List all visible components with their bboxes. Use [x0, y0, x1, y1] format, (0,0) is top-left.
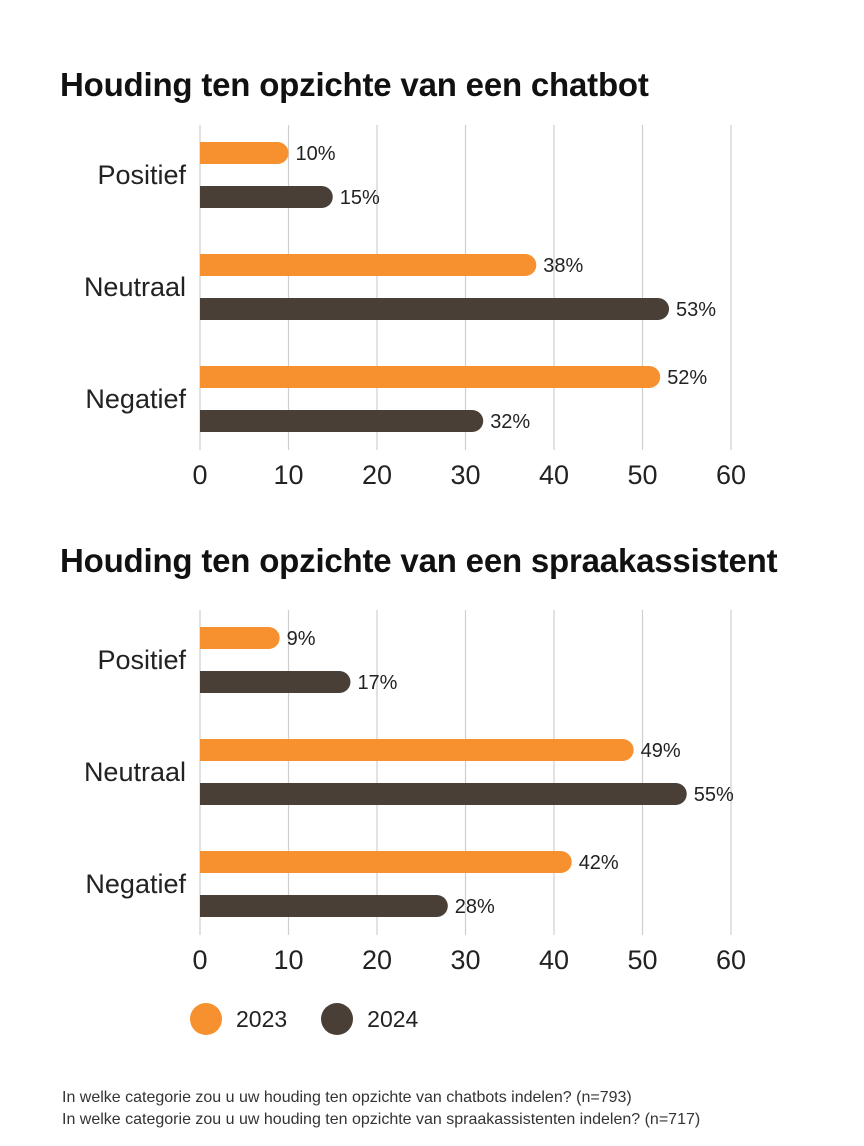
- bar-cap: [200, 783, 211, 805]
- x-tick-label: 20: [362, 945, 392, 975]
- legend-swatch-2024: [321, 1003, 354, 1035]
- x-tick-label: 40: [539, 460, 569, 490]
- bar-cap: [200, 671, 211, 693]
- chart-title-spraakassistent: Houding ten opzichte van een spraakassis…: [60, 542, 778, 579]
- bar-cap: [200, 298, 211, 320]
- x-tick-label: 0: [192, 945, 207, 975]
- bar-2023-positief: [200, 627, 280, 649]
- x-tick-label: 50: [627, 460, 657, 490]
- x-tick-label: 30: [450, 945, 480, 975]
- data-label: 42%: [579, 852, 619, 874]
- x-tick-label: 0: [192, 460, 207, 490]
- category-label: Negatief: [85, 384, 186, 414]
- legend-label-2023: 2023: [236, 1005, 288, 1032]
- data-label: 49%: [641, 740, 681, 762]
- legend-item-2024: 2024: [321, 1003, 418, 1035]
- category-label: Negatief: [85, 869, 186, 899]
- chart-chatbot: 0 10 20 30 40 50 60 Positief 10%15% Neutraal 38% 53…: [84, 125, 746, 490]
- category-label: Positief: [97, 160, 186, 190]
- bar-cap: [200, 254, 211, 276]
- data-label: 10%: [296, 143, 336, 165]
- bar-cap: [200, 895, 211, 917]
- x-tick-label: 50: [627, 945, 657, 975]
- bar-cap: [200, 142, 211, 164]
- x-tick-label: 10: [273, 460, 303, 490]
- bar-cap: [200, 851, 211, 873]
- x-tick-label: 40: [539, 945, 569, 975]
- data-label: 53%: [676, 299, 716, 321]
- bar-cap: [200, 186, 211, 208]
- bar-cap: [200, 627, 211, 649]
- x-tick-label: 30: [450, 460, 480, 490]
- x-tick-label: 20: [362, 460, 392, 490]
- data-label: 38%: [543, 255, 583, 277]
- footnote-spraakassistent: In welke categorie zou u uw houding ten …: [62, 1111, 701, 1128]
- legend-swatch-2023: [190, 1003, 222, 1035]
- bar-2024-neutraal: [200, 783, 687, 805]
- data-label: 9%: [287, 628, 316, 650]
- legend-item-2023: 2023: [190, 1003, 287, 1035]
- chart-spraakassistent: 0 10 20 30 40 50 60 Positief 9% 17% Neutraal 49% 55%…: [84, 610, 746, 975]
- bar-2023-negatief: [200, 366, 661, 388]
- bar-2023-neutraal: [200, 254, 537, 276]
- category-label: Neutraal: [84, 757, 186, 787]
- bar-2024-positief: [200, 186, 333, 208]
- bar-2024-positief: [200, 671, 351, 693]
- bar-2023-neutraal: [200, 739, 634, 761]
- data-label: 32%: [490, 411, 530, 433]
- bar-2023-negatief: [200, 851, 572, 873]
- category-label: Positief: [97, 645, 186, 675]
- bar-cap: [200, 366, 211, 388]
- x-tick-label: 10: [273, 945, 303, 975]
- legend-label-2024: 2024: [367, 1005, 419, 1032]
- footnote-chatbot: In welke categorie zou u uw houding ten …: [62, 1089, 632, 1106]
- bar-2024-neutraal: [200, 298, 670, 320]
- data-label: 52%: [667, 367, 707, 389]
- category-label: Neutraal: [84, 272, 186, 302]
- data-label: 17%: [357, 672, 397, 694]
- chart-title-chatbot: Houding ten opzichte van een chatbot: [60, 66, 649, 103]
- bar-2024-negatief: [200, 895, 448, 917]
- bar-cap: [200, 410, 211, 432]
- bar-2023-positief: [200, 142, 289, 164]
- legend: 2023 2024: [190, 1003, 452, 1035]
- data-label: 55%: [694, 784, 734, 806]
- bar-cap: [200, 739, 211, 761]
- data-label: 28%: [455, 896, 495, 918]
- x-tick-label: 60: [716, 945, 746, 975]
- x-tick-label: 60: [716, 460, 746, 490]
- bar-2024-negatief: [200, 410, 484, 432]
- data-label: 15%: [340, 187, 380, 209]
